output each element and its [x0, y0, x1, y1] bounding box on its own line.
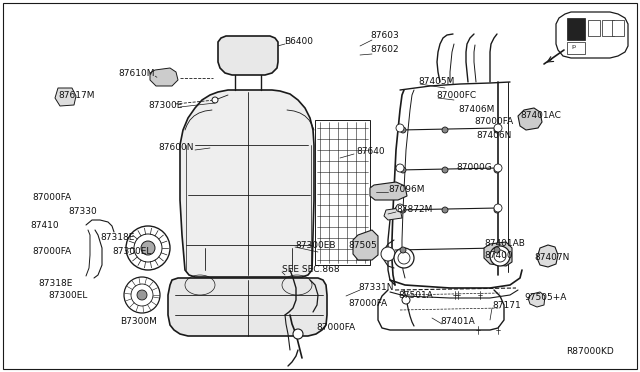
Circle shape: [494, 204, 502, 212]
Text: 87501A: 87501A: [398, 291, 433, 299]
Polygon shape: [556, 12, 628, 58]
Circle shape: [494, 247, 500, 253]
Polygon shape: [353, 230, 378, 260]
Circle shape: [442, 167, 448, 173]
Circle shape: [396, 204, 404, 212]
Text: 87405M: 87405M: [418, 77, 454, 87]
Circle shape: [293, 329, 303, 339]
Circle shape: [494, 164, 502, 172]
Polygon shape: [518, 108, 542, 130]
Circle shape: [396, 164, 404, 172]
Text: 87318E: 87318E: [38, 279, 72, 289]
Text: 87171: 87171: [492, 301, 521, 311]
Circle shape: [131, 284, 153, 306]
Text: 87617M: 87617M: [58, 92, 95, 100]
Text: 87602: 87602: [370, 45, 399, 55]
Polygon shape: [218, 36, 278, 75]
Text: B6400: B6400: [284, 38, 313, 46]
Text: 87640: 87640: [356, 148, 385, 157]
Circle shape: [400, 247, 406, 253]
Circle shape: [124, 277, 160, 313]
Circle shape: [212, 97, 218, 103]
Circle shape: [126, 226, 170, 270]
Circle shape: [394, 248, 414, 268]
Text: 87505: 87505: [348, 241, 377, 250]
Text: SEE SEC.868: SEE SEC.868: [282, 266, 340, 275]
Text: 87000FA: 87000FA: [32, 193, 71, 202]
Circle shape: [442, 207, 448, 213]
Polygon shape: [384, 208, 402, 220]
Text: 87000FA: 87000FA: [316, 323, 355, 331]
Circle shape: [134, 234, 162, 262]
Bar: [602, 20, 614, 36]
Text: 87300EB: 87300EB: [295, 241, 335, 250]
Bar: [612, 20, 624, 36]
Text: 87000FA: 87000FA: [474, 118, 513, 126]
Text: B7300M: B7300M: [120, 317, 157, 327]
Circle shape: [398, 252, 410, 264]
Text: 87600N: 87600N: [158, 144, 193, 153]
Circle shape: [494, 250, 506, 262]
Text: 87406M: 87406M: [458, 106, 494, 115]
Circle shape: [137, 290, 147, 300]
Circle shape: [494, 207, 500, 213]
Text: 87410: 87410: [30, 221, 59, 230]
Bar: [567, 18, 585, 40]
Bar: [315, 120, 370, 265]
Text: 87401AC: 87401AC: [520, 112, 561, 121]
Text: 87300EL: 87300EL: [48, 292, 88, 301]
Circle shape: [396, 124, 404, 132]
Text: 87318E: 87318E: [100, 234, 134, 243]
Bar: [588, 20, 600, 36]
Text: 87406N: 87406N: [476, 131, 511, 141]
Text: 87000G: 87000G: [456, 164, 492, 173]
Circle shape: [381, 247, 395, 261]
Text: 87300EL: 87300EL: [112, 247, 152, 256]
Text: 87610M: 87610M: [118, 70, 154, 78]
Polygon shape: [528, 292, 545, 307]
Polygon shape: [168, 278, 327, 336]
Circle shape: [494, 127, 500, 133]
Text: 87603: 87603: [370, 32, 399, 41]
Circle shape: [141, 241, 155, 255]
Circle shape: [494, 167, 500, 173]
Text: 87300E: 87300E: [148, 100, 182, 109]
Polygon shape: [150, 68, 178, 86]
Circle shape: [400, 167, 406, 173]
Text: 87407N: 87407N: [534, 253, 570, 263]
Circle shape: [442, 127, 448, 133]
Text: 87000FA: 87000FA: [32, 247, 71, 256]
Text: 97505+A: 97505+A: [524, 294, 566, 302]
Text: 87872M: 87872M: [396, 205, 433, 215]
Circle shape: [400, 127, 406, 133]
Text: 87400: 87400: [484, 251, 513, 260]
Text: 87331N: 87331N: [358, 283, 394, 292]
Text: 87096M: 87096M: [388, 186, 424, 195]
Polygon shape: [370, 182, 407, 200]
Text: 87000FA: 87000FA: [348, 299, 387, 308]
Circle shape: [490, 246, 510, 266]
Text: 87330: 87330: [68, 208, 97, 217]
Polygon shape: [55, 88, 76, 106]
Circle shape: [400, 207, 406, 213]
Bar: [567, 42, 585, 54]
Text: 87401A: 87401A: [440, 317, 475, 327]
Text: R87000KD: R87000KD: [566, 347, 614, 356]
Polygon shape: [180, 90, 314, 277]
Polygon shape: [537, 245, 558, 267]
Text: p: p: [571, 44, 575, 49]
Circle shape: [402, 296, 410, 304]
Text: 87000FC: 87000FC: [436, 92, 476, 100]
Polygon shape: [484, 242, 512, 266]
Text: 87401AB: 87401AB: [484, 240, 525, 248]
Circle shape: [494, 124, 502, 132]
